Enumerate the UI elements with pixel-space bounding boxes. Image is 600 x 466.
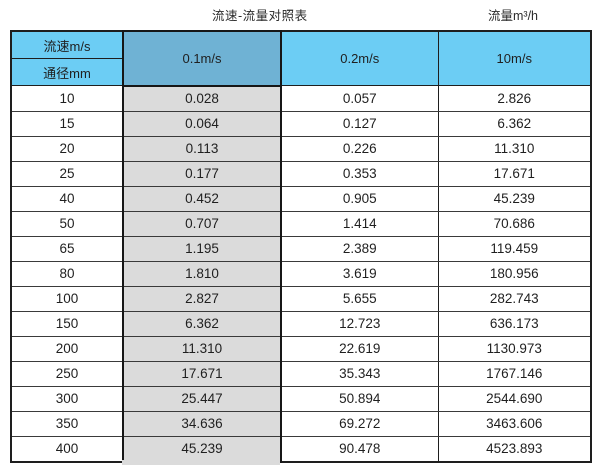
flow-value-0-1ms-cell: 1.810 [122, 260, 282, 287]
diameter-cell: 10 [10, 85, 124, 112]
flow-value-10ms-cell: 4523.893 [437, 435, 592, 462]
diameter-cell: 80 [10, 260, 124, 287]
flow-value-0-2ms-cell: 0.353 [280, 160, 439, 187]
flow-value-0-1ms-cell: 11.310 [122, 335, 282, 362]
flow-value-0-2ms-cell: 0.057 [280, 85, 439, 112]
diameter-cell: 15 [10, 110, 124, 137]
table-row: 250 17.671 35.343 1767.146 [10, 360, 592, 387]
table-row: 15 0.064 0.127 6.362 [10, 110, 592, 137]
flow-value-10ms-cell: 1130.973 [437, 335, 592, 362]
flow-value-0-1ms-cell: 0.452 [122, 185, 282, 212]
diameter-cell: 400 [10, 435, 124, 462]
flow-value-10ms-cell: 180.956 [437, 260, 592, 287]
diameter-cell: 65 [10, 235, 124, 262]
flow-value-0-1ms-cell: 25.447 [122, 385, 282, 412]
column-header-0-1ms: 0.1m/s [122, 30, 282, 87]
column-header-0-2ms: 0.2m/s [280, 30, 439, 86]
flow-value-10ms-cell: 45.239 [437, 185, 592, 212]
flow-value-10ms-cell: 6.362 [437, 110, 592, 137]
diameter-cell: 20 [10, 135, 124, 162]
table-row: 150 6.362 12.723 636.173 [10, 310, 592, 337]
flow-unit-label: 流量m³/h [488, 9, 539, 23]
flow-value-0-2ms-cell: 0.226 [280, 135, 439, 162]
diameter-cell: 100 [10, 285, 124, 312]
diameter-cell: 25 [10, 160, 124, 187]
table-row: 25 0.177 0.353 17.671 [10, 160, 592, 187]
flow-value-0-1ms-cell: 0.177 [122, 160, 282, 187]
flow-value-10ms-cell: 11.310 [437, 135, 592, 162]
diameter-cell: 150 [10, 310, 124, 337]
diameter-cell: 250 [10, 360, 124, 387]
diameter-cell: 40 [10, 185, 124, 212]
flow-rate-table: 流速m/s 0.1m/s 0.2m/s 10m/s 通径mm 10 0.028 … [10, 30, 592, 463]
flow-value-0-2ms-cell: 0.127 [280, 110, 439, 137]
flow-value-10ms-cell: 17.671 [437, 160, 592, 187]
top-titles: 流速-流量对照表 流量m³/h [0, 3, 600, 27]
flow-value-0-2ms-cell: 35.343 [280, 360, 439, 387]
flow-value-10ms-cell: 2.826 [437, 85, 592, 112]
flow-value-0-1ms-cell: 0.113 [122, 135, 282, 162]
flow-value-10ms-cell: 70.686 [437, 210, 592, 237]
table-row: 50 0.707 1.414 70.686 [10, 210, 592, 237]
flow-value-0-2ms-cell: 5.655 [280, 285, 439, 312]
header-row-velocity: 流速m/s 0.1m/s 0.2m/s 10m/s [10, 30, 592, 87]
table-row: 300 25.447 50.894 2544.690 [10, 385, 592, 412]
flow-value-0-1ms-cell: 17.671 [122, 360, 282, 387]
diameter-cell: 300 [10, 385, 124, 412]
table-row: 10 0.028 0.057 2.826 [10, 85, 592, 112]
diameter-cell: 50 [10, 210, 124, 237]
flow-value-10ms-cell: 636.173 [437, 310, 592, 337]
flow-value-0-2ms-cell: 1.414 [280, 210, 439, 237]
flow-value-0-1ms-cell: 0.028 [122, 85, 282, 112]
flow-value-0-2ms-cell: 0.905 [280, 185, 439, 212]
diameter-cell: 350 [10, 410, 124, 437]
flow-value-0-2ms-cell: 12.723 [280, 310, 439, 337]
flow-value-0-1ms-cell: 2.827 [122, 285, 282, 312]
table-row: 100 2.827 5.655 282.743 [10, 285, 592, 312]
corner-velocity-label: 流速m/s [10, 30, 124, 59]
flow-value-0-2ms-cell: 2.389 [280, 235, 439, 262]
table-row: 350 34.636 69.272 3463.606 [10, 410, 592, 437]
flow-value-0-1ms-cell: 45.239 [122, 435, 282, 462]
flow-value-0-2ms-cell: 90.478 [280, 435, 439, 462]
flow-value-10ms-cell: 282.743 [437, 285, 592, 312]
flow-value-10ms-cell: 1767.146 [437, 360, 592, 387]
flow-value-0-2ms-cell: 69.272 [280, 410, 439, 437]
flow-value-0-1ms-cell: 0.064 [122, 110, 282, 137]
table-row: 80 1.810 3.619 180.956 [10, 260, 592, 287]
table-row: 20 0.113 0.226 11.310 [10, 135, 592, 162]
highlight-column-overhang [122, 460, 280, 465]
diameter-cell: 200 [10, 335, 124, 362]
column-header-10ms: 10m/s [437, 30, 592, 86]
table-title: 流速-流量对照表 [212, 9, 308, 23]
flow-value-0-2ms-cell: 3.619 [280, 260, 439, 287]
header-row-diameter: 通径mm [10, 58, 591, 86]
flow-value-10ms-cell: 2544.690 [437, 385, 592, 412]
flow-value-0-1ms-cell: 0.707 [122, 210, 282, 237]
flow-value-0-1ms-cell: 34.636 [122, 410, 282, 437]
table-row: 400 45.239 90.478 4523.893 [10, 435, 592, 462]
flow-value-0-1ms-cell: 1.195 [122, 235, 282, 262]
flow-value-0-1ms-cell: 6.362 [122, 310, 282, 337]
corner-diameter-label: 通径mm [10, 58, 124, 86]
table-body: 10 0.028 0.057 2.826 15 0.064 0.127 6.36… [10, 85, 592, 462]
flow-value-10ms-cell: 3463.606 [437, 410, 592, 437]
flow-value-0-2ms-cell: 50.894 [280, 385, 439, 412]
table-header: 流速m/s 0.1m/s 0.2m/s 10m/s 通径mm [10, 30, 592, 87]
table-row: 200 11.310 22.619 1130.973 [10, 335, 592, 362]
table-row: 40 0.452 0.905 45.239 [10, 185, 592, 212]
table-row: 65 1.195 2.389 119.459 [10, 235, 592, 262]
flow-value-10ms-cell: 119.459 [437, 235, 592, 262]
flow-value-0-2ms-cell: 22.619 [280, 335, 439, 362]
